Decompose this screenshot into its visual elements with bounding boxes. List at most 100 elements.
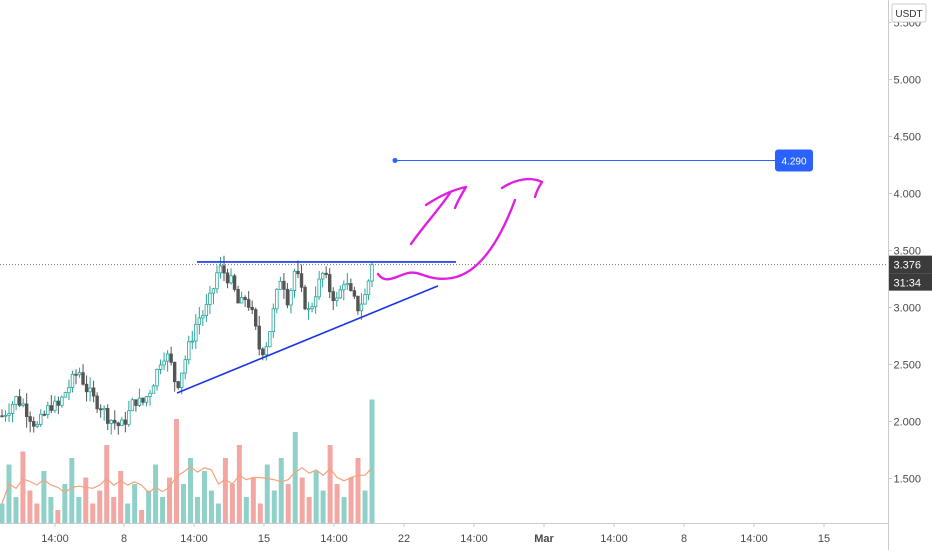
candle-body	[229, 275, 233, 284]
candle	[197, 306, 202, 335]
candle-body	[359, 303, 364, 312]
candle-body	[35, 423, 39, 427]
candle	[370, 261, 374, 287]
candle	[250, 300, 254, 315]
volume-bar	[13, 497, 19, 523]
candle-body	[366, 280, 371, 296]
candle	[218, 256, 223, 279]
candle-body	[324, 272, 328, 275]
volume-moving-average	[1, 465, 373, 504]
candle	[275, 288, 279, 314]
candle	[169, 346, 173, 366]
volume-bar	[167, 477, 173, 523]
candle	[91, 380, 96, 403]
volume-bar	[48, 497, 54, 523]
candle-body	[342, 284, 346, 291]
candle-body	[130, 399, 135, 412]
candle	[363, 288, 367, 305]
volume-bar	[83, 477, 89, 523]
volume-bar	[215, 503, 221, 523]
candle	[46, 401, 50, 419]
target-label: 4.290	[781, 156, 806, 167]
time-tick-label: Mar	[534, 533, 554, 545]
candle	[162, 352, 166, 371]
candle-body	[204, 304, 209, 317]
volume-bar	[208, 490, 214, 523]
candle	[10, 401, 15, 423]
candle	[310, 302, 314, 313]
candle	[3, 410, 8, 422]
candle-body	[84, 383, 89, 393]
candle-body	[222, 265, 226, 274]
candle-body	[151, 385, 156, 394]
candle	[296, 260, 300, 279]
candle-body	[81, 372, 85, 385]
volume-bar	[181, 484, 187, 523]
candle-body	[74, 373, 78, 376]
candle	[21, 398, 25, 408]
breakout-arrow-annotation	[376, 177, 544, 281]
volume-bar	[243, 497, 249, 523]
candle	[246, 291, 251, 311]
candle-body	[88, 387, 92, 393]
volume-bar	[76, 497, 82, 523]
candle	[225, 268, 230, 289]
candlestick-series	[0, 255, 374, 435]
candle	[278, 276, 283, 290]
candle-body	[352, 290, 357, 297]
volume-bar	[174, 419, 180, 523]
candle	[35, 421, 39, 429]
volume-bar	[6, 464, 12, 523]
volume-bar	[355, 458, 361, 523]
volume-histogram	[0, 399, 375, 523]
candle-body	[67, 387, 71, 394]
candle	[289, 287, 293, 314]
candle	[7, 403, 11, 422]
volume-bar	[146, 490, 152, 523]
candle-body	[338, 289, 342, 299]
candle	[317, 271, 321, 300]
candle	[201, 309, 205, 326]
time-tick-label: 22	[398, 533, 410, 545]
volume-bar	[299, 477, 305, 523]
candle-body	[120, 419, 124, 427]
candle-body	[275, 288, 279, 310]
candle-body	[56, 400, 61, 406]
candle-body	[113, 419, 117, 424]
candle-body	[176, 381, 180, 388]
candle	[95, 392, 99, 413]
price-tick-label: 2.500	[893, 360, 921, 372]
volume-bar	[20, 451, 26, 523]
candle	[352, 286, 357, 300]
volume-bar	[236, 445, 242, 523]
currency-badge	[891, 3, 927, 23]
volume-bar	[97, 490, 103, 523]
volume-bar	[327, 445, 333, 523]
drawings[interactable]: 4.290	[176, 149, 813, 394]
candle	[271, 303, 276, 338]
candle-body	[299, 273, 304, 288]
candle-body	[201, 315, 205, 319]
candle	[77, 367, 82, 378]
candle-body	[14, 396, 18, 405]
candle	[24, 393, 29, 428]
candle	[14, 395, 18, 411]
candle	[130, 397, 135, 412]
candle-body	[0, 415, 4, 418]
time-tick-label: 15	[258, 533, 270, 545]
volume-bar	[104, 445, 110, 523]
candle-body	[356, 295, 360, 312]
candle	[109, 419, 113, 435]
candle	[324, 266, 328, 279]
candle-body	[239, 297, 244, 304]
candle-body	[123, 419, 128, 425]
candle-body	[98, 408, 103, 411]
candle	[285, 283, 290, 309]
candle	[120, 416, 124, 427]
candle-body	[46, 405, 50, 415]
candle-body	[278, 280, 283, 290]
candle	[268, 331, 272, 348]
